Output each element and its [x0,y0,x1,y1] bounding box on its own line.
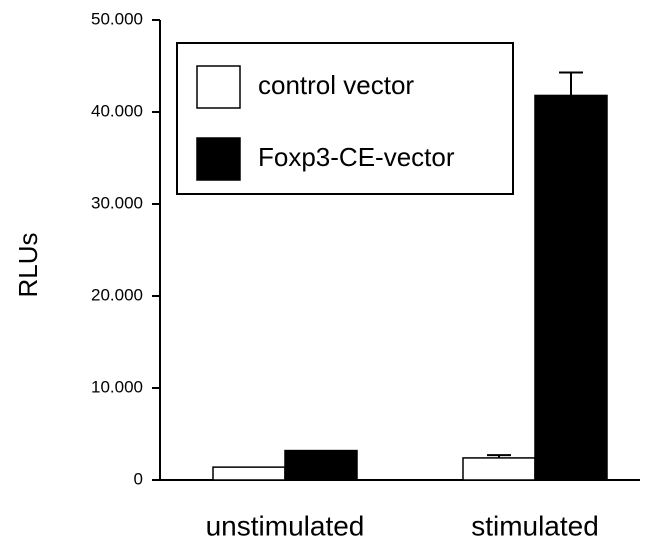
y-tick-label: 40.000 [91,101,143,120]
legend-swatch [196,65,241,109]
y-tick-label: 50.000 [91,9,143,28]
bar [462,457,536,481]
x-tick-label: unstimulated [206,510,365,541]
y-tick-label: 30.000 [91,193,143,212]
y-axis-label: RLUs [13,232,43,297]
y-tick-label: 10.000 [91,377,143,396]
legend-label: Foxp3-CE-vector [258,142,455,172]
legend-swatch [196,137,241,181]
bar [534,94,608,481]
y-tick-label: 20.000 [91,285,143,304]
legend-label: control vector [258,70,414,100]
x-tick-label: stimulated [471,510,599,541]
bar [284,449,358,481]
bar [212,466,286,481]
y-tick-label: 0 [134,469,143,488]
